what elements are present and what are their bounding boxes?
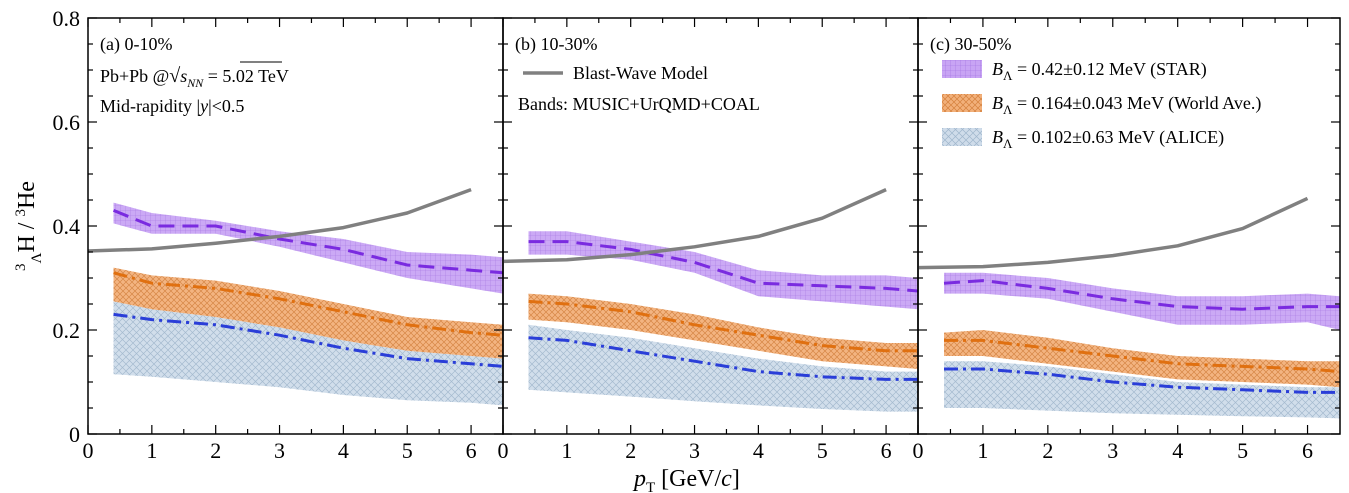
x-tick-label: 2 (625, 438, 636, 463)
legend-label: BΛ = 0.164±0.043 MeV (World Ave.) (992, 93, 1261, 117)
band-world (113, 267, 503, 359)
x-tick-label: 2 (210, 438, 221, 463)
legend-swatch (942, 128, 982, 146)
x-tick-label: 4 (338, 438, 349, 463)
blast-wave-line (503, 188, 887, 264)
panel-label: (b) 10-30% (515, 34, 597, 55)
center-line-world (113, 271, 503, 337)
annotation-rapidity: Mid-rapidity |y|<0.5 (100, 96, 244, 116)
center-line-star (943, 279, 1340, 311)
panel-data (503, 188, 918, 412)
y-tick-label: 0 (69, 422, 80, 447)
x-tick-label: 1 (561, 438, 572, 463)
legend-label: BΛ = 0.102±0.63 MeV (ALICE) (992, 127, 1224, 151)
x-tick-label: 3 (274, 438, 285, 463)
center-line-star (112, 209, 503, 275)
x-tick-label: 5 (402, 438, 413, 463)
annotation-bands-note: Bands: MUSIC+UrQMD+COAL (518, 94, 760, 114)
x-tick-label: 4 (1172, 438, 1183, 463)
x-tick-label: 6 (466, 438, 477, 463)
y-tick-label: 0.4 (53, 214, 81, 239)
center-line-alice (113, 312, 503, 368)
x-tick-label: 1 (146, 438, 157, 463)
legend-swatch (942, 94, 982, 112)
band-alice (944, 361, 1340, 419)
panel-c (917, 17, 1341, 435)
y-tick-label: 0.2 (53, 318, 81, 343)
blast-wave-line (918, 196, 1309, 270)
x-tick-label: 3 (1107, 438, 1118, 463)
panel-data (918, 196, 1340, 419)
x-tick-label: 3 (689, 438, 700, 463)
x-axis-title: pT [GeV/c] (632, 466, 740, 493)
x-tick-label: 1 (977, 438, 988, 463)
annotation-system: Pb+Pb @√sNN = 5.02 TeV (100, 65, 289, 90)
center-line-world (944, 338, 1340, 374)
x-tick-label: 5 (817, 438, 828, 463)
center-line-alice (944, 367, 1340, 394)
x-tick-label: 0 (83, 438, 94, 463)
center-line-world (528, 299, 918, 353)
panel-label: (c) 30-50% (930, 34, 1011, 55)
x-tick-label: 5 (1237, 438, 1248, 463)
panel-label: (a) 0-10% (100, 34, 172, 55)
x-tick-label: 2 (1042, 438, 1053, 463)
plot-root: 0 1 2 3 4 5 6 (a) 0-10% 0 1 2 3 4 5 6 (b) 10-30% 0 1 2 3 4 5 6… (13, 6, 1341, 493)
x-tick-label: 4 (753, 438, 764, 463)
band-alice (113, 301, 503, 406)
x-tick-label: 6 (1302, 438, 1313, 463)
band-alice (528, 324, 918, 412)
band-world (528, 293, 918, 369)
x-tick-label: 0 (913, 438, 924, 463)
x-tick-label: 6 (881, 438, 892, 463)
center-line-star (528, 240, 918, 293)
panel-data (88, 187, 503, 406)
blast-wave-line (88, 187, 472, 253)
y-axis-title: 3ΛH / 3He (13, 181, 45, 271)
center-line-alice (528, 336, 918, 381)
panel-b (502, 17, 919, 435)
panel-a (87, 17, 504, 435)
legend-label: BΛ = 0.42±0.12 MeV (STAR) (992, 59, 1207, 83)
legend-swatch (942, 60, 982, 78)
y-tick-label: 0.6 (53, 110, 81, 135)
y-tick-label: 0.8 (53, 6, 81, 31)
x-tick-label: 0 (498, 438, 509, 463)
legend-label-blast-wave: Blast-Wave Model (573, 63, 708, 83)
